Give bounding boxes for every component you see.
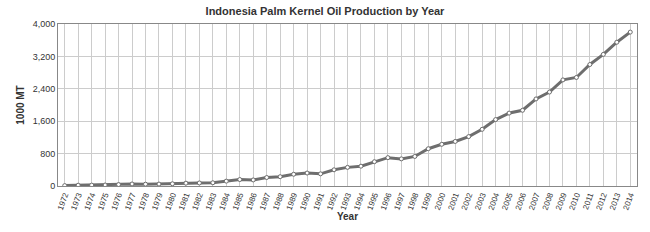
- svg-text:2001: 2001: [446, 191, 461, 211]
- svg-text:2011: 2011: [581, 191, 596, 211]
- svg-text:1991: 1991: [312, 191, 327, 211]
- svg-text:2000: 2000: [433, 191, 448, 211]
- svg-text:1999: 1999: [419, 191, 434, 211]
- svg-text:1986: 1986: [244, 191, 259, 211]
- svg-text:1975: 1975: [96, 191, 111, 211]
- svg-text:1982: 1982: [190, 191, 205, 211]
- svg-text:2007: 2007: [527, 191, 542, 211]
- svg-text:2013: 2013: [608, 191, 623, 211]
- svg-text:1993: 1993: [339, 191, 354, 211]
- svg-text:1995: 1995: [366, 191, 381, 211]
- svg-text:1997: 1997: [392, 191, 407, 211]
- svg-text:1984: 1984: [217, 191, 232, 211]
- svg-text:1977: 1977: [123, 191, 138, 211]
- svg-text:2010: 2010: [568, 191, 583, 211]
- svg-text:1000 MT: 1000 MT: [15, 85, 26, 124]
- svg-text:2009: 2009: [554, 191, 569, 211]
- svg-text:3,200: 3,200: [33, 52, 56, 62]
- svg-text:1983: 1983: [204, 191, 219, 211]
- svg-text:1978: 1978: [137, 191, 152, 211]
- svg-text:2,400: 2,400: [33, 84, 56, 94]
- svg-text:2012: 2012: [594, 191, 609, 211]
- svg-text:2008: 2008: [541, 191, 556, 211]
- svg-text:1974: 1974: [83, 191, 98, 211]
- svg-text:1976: 1976: [110, 191, 125, 211]
- svg-text:2002: 2002: [460, 191, 475, 211]
- svg-text:0: 0: [50, 181, 55, 191]
- svg-text:800: 800: [40, 149, 55, 159]
- svg-text:1981: 1981: [177, 191, 192, 211]
- svg-text:1,600: 1,600: [33, 116, 56, 126]
- svg-text:2005: 2005: [500, 191, 515, 211]
- svg-text:2003: 2003: [473, 191, 488, 211]
- svg-text:1994: 1994: [352, 191, 367, 211]
- svg-text:2006: 2006: [514, 191, 529, 211]
- svg-text:1992: 1992: [325, 191, 340, 211]
- svg-text:1990: 1990: [298, 191, 313, 211]
- svg-text:1987: 1987: [258, 191, 273, 211]
- svg-text:1972: 1972: [56, 191, 71, 211]
- svg-text:1980: 1980: [164, 191, 179, 211]
- svg-text:1989: 1989: [285, 191, 300, 211]
- svg-text:Indonesia Palm Kernel Oil Prod: Indonesia Palm Kernel Oil Production by …: [206, 5, 446, 17]
- svg-text:1985: 1985: [231, 191, 246, 211]
- svg-text:1979: 1979: [150, 191, 165, 211]
- svg-text:1973: 1973: [69, 191, 84, 211]
- svg-text:1988: 1988: [271, 191, 286, 211]
- svg-text:4,000: 4,000: [33, 19, 56, 29]
- svg-text:1996: 1996: [379, 191, 394, 211]
- svg-text:1998: 1998: [406, 191, 421, 211]
- svg-text:Year: Year: [337, 211, 358, 222]
- svg-text:2014: 2014: [621, 191, 636, 211]
- svg-text:2004: 2004: [487, 191, 502, 211]
